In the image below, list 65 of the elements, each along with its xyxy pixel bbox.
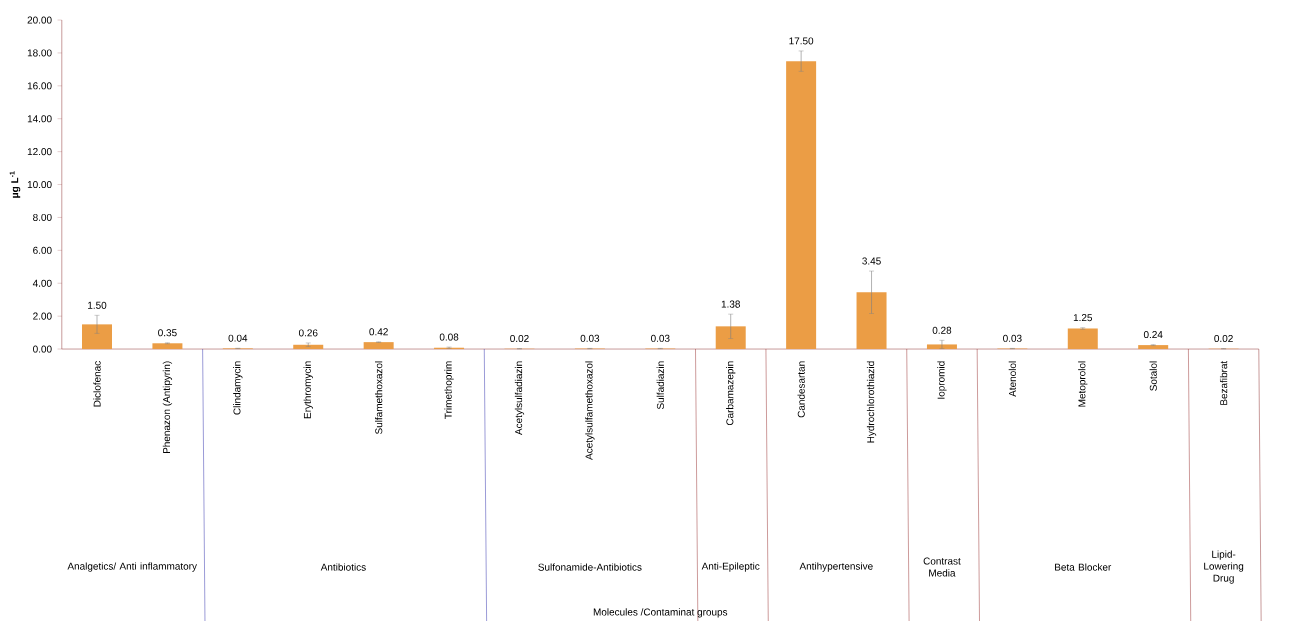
- text: Sulfonamide-Antibiotics: [538, 563, 642, 571]
- y-tick-label: 20.00: [27, 16, 52, 24]
- y-tick-label: 4.00: [32, 279, 52, 287]
- y-tick-label: 18.00: [27, 49, 52, 57]
- x-tick-label: Trimethoprim: [444, 361, 454, 419]
- bar: [363, 342, 394, 350]
- text: Lipid-Lowering Drug: [1204, 550, 1244, 584]
- y-tick-label: 2.00: [33, 312, 52, 320]
- bar: [715, 326, 746, 350]
- text: Analgetics/ Anti inflammatory: [67, 562, 197, 572]
- data-label: 0.03: [1003, 334, 1022, 342]
- x-tick-label: Erythromycin: [303, 361, 313, 419]
- y-tick-label: 10.00: [27, 181, 52, 189]
- x-tick-label: Sulfadiazin: [656, 361, 664, 410]
- x-tick-label: Diclofenac: [93, 361, 101, 407]
- data-label: 0.03: [651, 334, 670, 342]
- bar: [82, 324, 113, 350]
- text: Contrast Media: [923, 557, 961, 577]
- x-tick-label: Acetylsulfamethoxazol: [585, 361, 595, 460]
- x-tick-label: Sulfamethoxazol: [375, 361, 383, 435]
- y-tick-label: 16.00: [27, 82, 52, 90]
- data-label: 1.25: [1073, 314, 1093, 322]
- data-label: 0.42: [369, 328, 388, 336]
- text: Antihypertensive: [799, 562, 873, 572]
- x-tick-label: Candesartan: [797, 361, 805, 418]
- bar: [293, 344, 324, 350]
- data-label: 17.50: [789, 37, 814, 45]
- x-tick-label: Metoprolol: [1078, 361, 1088, 407]
- x-tick-label: Acetylsulfadiazin: [514, 361, 525, 435]
- bar: [1067, 328, 1098, 350]
- data-label: 0.02: [510, 334, 529, 343]
- data-label: 1.50: [88, 301, 107, 309]
- x-tick-label: Bezafibrat: [1219, 360, 1228, 405]
- data-label: 0.04: [228, 334, 248, 342]
- data-label: 3.45: [862, 257, 881, 265]
- x-tick-label: Clindamycin: [233, 361, 243, 415]
- data-label: 0.28: [932, 326, 952, 334]
- y-tick-label: 0.00: [33, 345, 52, 353]
- y-axis-title: μg L$^{-1}$: [9, 171, 21, 198]
- bar: [152, 343, 183, 350]
- x-tick-label: Phenazon (Antipyrin): [162, 361, 173, 454]
- bar: [926, 344, 957, 350]
- y-tick-label: 6.00: [33, 246, 52, 254]
- data-label: 0.02: [1214, 334, 1233, 343]
- bar: [786, 61, 817, 350]
- bar: [856, 292, 887, 350]
- y-tick-label: 14.00: [27, 115, 52, 123]
- y-tick-label: 8.00: [33, 213, 52, 221]
- x-tick-label: Carbamazepin: [726, 361, 736, 426]
- x-tick-label: Iopromid: [937, 361, 947, 399]
- data-label: 0.03: [580, 334, 600, 342]
- x-tick-label: Atenolol: [1008, 361, 1017, 397]
- data-label: 0.35: [158, 329, 177, 337]
- text: Antibiotics: [320, 563, 366, 571]
- x-tick-label: Hydrochlorothiazid: [866, 361, 877, 443]
- y-tick-label: 12.00: [27, 148, 52, 156]
- data-label: 0.24: [1143, 331, 1163, 339]
- data-label: 0.26: [298, 329, 318, 337]
- x-tick-label: Sotalol: [1149, 361, 1157, 391]
- data-label: 1.38: [721, 300, 740, 308]
- bar: [1138, 345, 1169, 350]
- text: Beta Blocker: [1055, 563, 1112, 571]
- data-label: 0.08: [439, 333, 459, 341]
- text: Anti-Epileptic: [701, 562, 760, 572]
- text: Molecules /Contaminat groups: [593, 608, 728, 618]
